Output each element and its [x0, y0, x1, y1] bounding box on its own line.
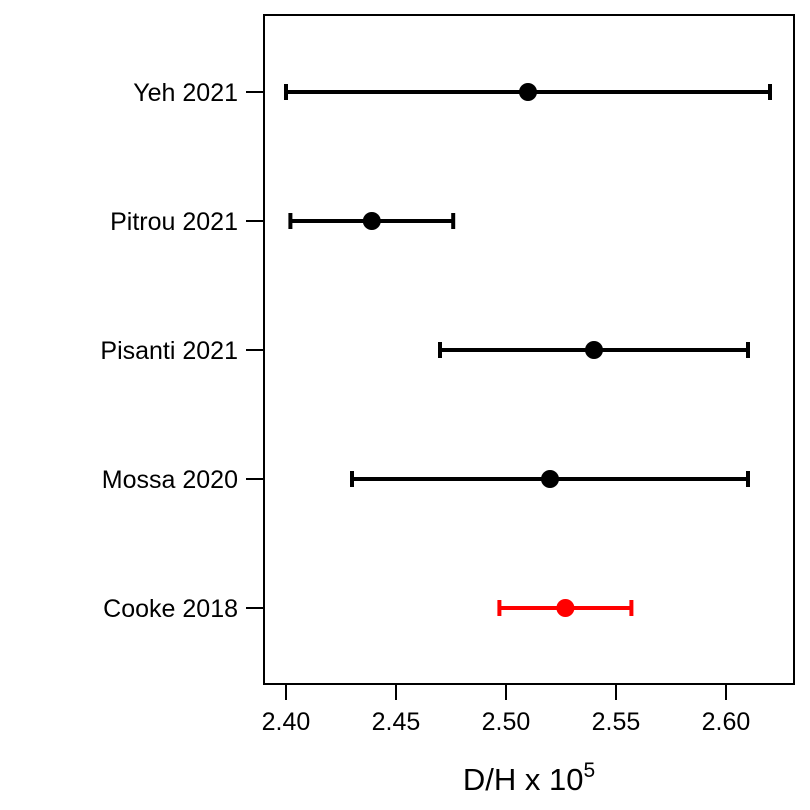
x-axis: 2.40 2.45 2.50 2.55 2.60: [262, 684, 751, 736]
estimate-row: [438, 341, 750, 359]
estimate-row: [288, 212, 456, 230]
point-estimate: [585, 341, 603, 359]
y-category-label: Mossa 2020: [102, 466, 238, 494]
point-estimate: [519, 83, 537, 101]
y-category-label: Pisanti 2021: [100, 337, 238, 365]
y-category-label: Pitrou 2021: [110, 208, 238, 236]
data-marks: [284, 83, 772, 617]
x-tick-label: 2.50: [482, 708, 531, 736]
x-axis-title: D/H x 105: [463, 759, 595, 797]
point-estimate: [541, 470, 559, 488]
point-estimate: [362, 212, 381, 230]
estimate-row: [350, 470, 750, 488]
x-tick-label: 2.40: [262, 708, 311, 736]
estimate-row: [284, 83, 772, 101]
x-tick-label: 2.45: [372, 708, 421, 736]
x-axis-title-exponent: 5: [583, 759, 595, 782]
y-axis: Yeh 2021 Pitrou 2021 Pisanti 2021 Mossa 202…: [100, 79, 264, 623]
point-estimate: [556, 599, 575, 617]
y-category-label: Cooke 2018: [103, 595, 238, 623]
estimate-row: [497, 599, 634, 617]
y-category-label: Yeh 2021: [133, 79, 238, 107]
x-tick-label: 2.55: [592, 708, 641, 736]
x-axis-title-base: D/H x 10: [463, 762, 584, 797]
x-tick-label: 2.60: [702, 708, 751, 736]
